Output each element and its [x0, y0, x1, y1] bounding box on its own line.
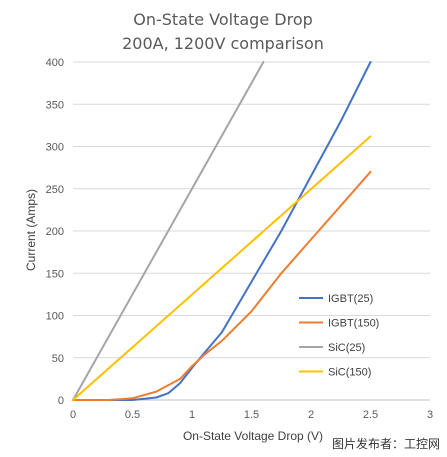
chart-subtitle: 200A, 1200V comparison [122, 34, 324, 53]
series-line [72, 61, 372, 401]
legend-item-label: IGBT(25) [328, 293, 373, 305]
x-axis-ticks: 0 0.5 1 1.5 2 2.5 3 [70, 409, 433, 421]
x-tick-label: 1 [189, 409, 195, 421]
y-tick-label: 0 [58, 395, 64, 407]
series-line [72, 61, 265, 401]
x-tick-label: 0.5 [125, 409, 140, 421]
watermark: 图片发布者：工控网 [332, 436, 440, 451]
x-tick-label: 0 [70, 409, 76, 421]
x-tick-label: 2 [308, 409, 314, 421]
legend-item-label: IGBT(150) [328, 318, 379, 330]
x-tick-label: 3 [427, 409, 433, 421]
series-lines [72, 61, 372, 401]
gridlines [73, 61, 430, 359]
legend-item-label: SiC(25) [328, 342, 365, 354]
y-tick-label: 300 [46, 142, 64, 154]
chart-title: On-State Voltage Drop [133, 10, 313, 29]
x-axis-label: On-State Voltage Drop (V) [183, 429, 323, 443]
x-tick-label: 1.5 [244, 409, 259, 421]
x-tick-label: 2.5 [363, 409, 378, 421]
series-line [72, 170, 372, 401]
legend: IGBT(25) IGBT(150) SiC(25) SiC(150) [299, 293, 379, 379]
y-tick-label: 250 [46, 184, 64, 196]
y-tick-label: 200 [46, 226, 64, 238]
y-tick-label: 100 [46, 311, 64, 323]
legend-item-label: SiC(150) [328, 367, 371, 379]
y-tick-label: 350 [46, 99, 64, 111]
y-axis-ticks: 0 50 100 150 200 250 300 350 400 [46, 57, 64, 407]
y-tick-label: 150 [46, 268, 64, 280]
y-tick-label: 50 [52, 353, 64, 365]
y-tick-label: 400 [46, 57, 64, 69]
y-axis-label: Current (Amps) [24, 189, 38, 271]
series-line [72, 135, 372, 401]
